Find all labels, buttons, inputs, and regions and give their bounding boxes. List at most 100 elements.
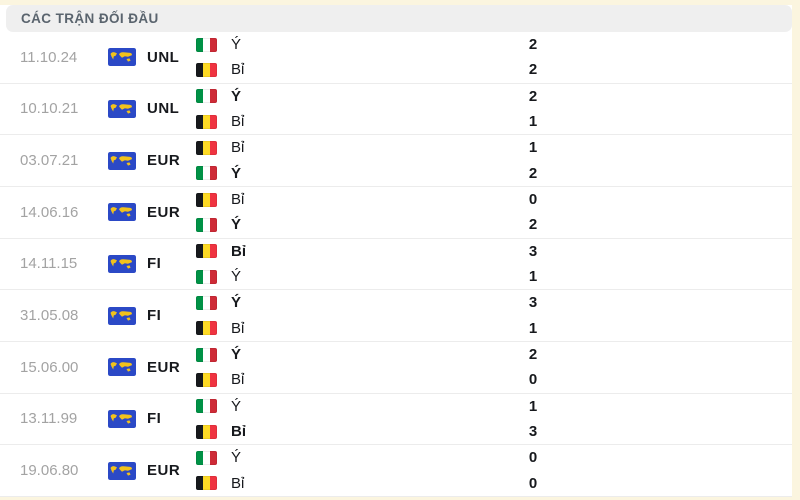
team-name: Bỉ bbox=[231, 139, 245, 157]
match-date: 14.11.15 bbox=[20, 255, 78, 273]
match-date: 11.10.24 bbox=[20, 48, 78, 66]
teams: Bỉ 0 Ý 2 bbox=[196, 187, 792, 238]
competition-code: EUR bbox=[147, 203, 181, 221]
competition-code: FI bbox=[147, 307, 162, 325]
team-score: 0 bbox=[528, 371, 538, 389]
competition-code: FI bbox=[147, 410, 162, 428]
team-name: Bỉ bbox=[231, 371, 245, 389]
competition-code: UNL bbox=[147, 48, 180, 66]
italy-flag bbox=[196, 347, 217, 362]
match-row[interactable]: 11.10.24 UNL Ý 2 Bỉ 2 bbox=[0, 32, 792, 84]
match-date: 31.05.08 bbox=[20, 307, 79, 325]
team-name: Bỉ bbox=[231, 423, 246, 441]
team-line: Ý 2 bbox=[196, 84, 792, 109]
team-line: Ý 2 bbox=[196, 342, 792, 367]
competition-icon bbox=[108, 358, 136, 377]
team-line: Ý 0 bbox=[196, 445, 792, 470]
teams: Bỉ 3 Ý 1 bbox=[196, 239, 792, 290]
team-line: Bỉ 1 bbox=[196, 135, 792, 160]
match-row[interactable]: 13.11.99 FI Ý 1 Bỉ 3 bbox=[0, 394, 792, 446]
match-date: 13.11.99 bbox=[20, 410, 78, 428]
team-score: 2 bbox=[528, 346, 538, 364]
team-score: 2 bbox=[528, 36, 538, 54]
team-score: 1 bbox=[528, 268, 538, 286]
match-row[interactable]: 03.07.21 EUR Bỉ 1 Ý 2 bbox=[0, 135, 792, 187]
match-row[interactable]: 19.06.80 EUR Ý 0 Bỉ 0 bbox=[0, 445, 792, 497]
match-row[interactable]: 15.06.00 EUR Ý 2 Bỉ 0 bbox=[0, 342, 792, 394]
competition-icon bbox=[108, 254, 136, 273]
teams: Bỉ 1 Ý 2 bbox=[196, 135, 792, 186]
team-name: Ý bbox=[231, 87, 242, 105]
team-line: Bỉ 0 bbox=[196, 471, 792, 496]
team-line: Ý 2 bbox=[196, 161, 792, 186]
competition-code: EUR bbox=[147, 358, 181, 376]
competition: FI bbox=[108, 290, 196, 341]
team-score: 1 bbox=[528, 113, 538, 131]
team-line: Ý 1 bbox=[196, 264, 792, 289]
team-score: 0 bbox=[528, 449, 538, 467]
team-line: Bỉ 0 bbox=[196, 187, 792, 212]
team-name: Ý bbox=[231, 36, 242, 54]
match-date: 03.07.21 bbox=[20, 152, 79, 170]
team-name: Ý bbox=[231, 164, 242, 182]
team-name: Ý bbox=[231, 216, 242, 234]
team-name: Bỉ bbox=[231, 319, 245, 337]
teams: Ý 2 Bỉ 0 bbox=[196, 342, 792, 393]
team-score: 0 bbox=[528, 474, 538, 492]
match-date: 19.06.80 bbox=[20, 462, 79, 480]
competition: EUR bbox=[108, 135, 196, 186]
belgium-flag bbox=[196, 321, 217, 336]
belgium-flag bbox=[196, 372, 217, 387]
team-line: Ý 3 bbox=[196, 290, 792, 315]
teams: Ý 2 Bỉ 2 bbox=[196, 32, 792, 83]
team-name: Ý bbox=[231, 346, 242, 364]
italy-flag bbox=[196, 399, 217, 414]
competition: UNL bbox=[108, 84, 196, 135]
competition-icon bbox=[108, 306, 136, 325]
italy-flag bbox=[196, 89, 217, 104]
competition-code: EUR bbox=[147, 152, 181, 170]
section-title: CÁC TRẬN ĐỐI ĐẦU bbox=[21, 11, 159, 26]
team-name: Bỉ bbox=[231, 474, 245, 492]
team-line: Bỉ 3 bbox=[196, 239, 792, 264]
match-date: 14.06.16 bbox=[20, 203, 79, 221]
competition: UNL bbox=[108, 32, 196, 83]
team-name: Bỉ bbox=[231, 191, 245, 209]
team-name: Bỉ bbox=[231, 242, 246, 260]
italy-flag bbox=[196, 450, 217, 465]
match-row[interactable]: 14.11.15 FI Bỉ 3 Ý 1 bbox=[0, 239, 792, 291]
team-score: 2 bbox=[528, 87, 538, 105]
competition-icon bbox=[108, 48, 136, 67]
team-name: Bỉ bbox=[231, 113, 245, 131]
team-line: Bỉ 3 bbox=[196, 419, 792, 444]
italy-flag bbox=[196, 217, 217, 232]
competition-icon bbox=[108, 203, 136, 222]
team-name: Ý bbox=[231, 397, 242, 415]
team-line: Bỉ 1 bbox=[196, 316, 792, 341]
team-name: Bỉ bbox=[231, 61, 245, 79]
team-line: Bỉ 0 bbox=[196, 367, 792, 392]
team-score: 2 bbox=[528, 216, 538, 234]
italy-flag bbox=[196, 269, 217, 284]
match-list: 11.10.24 UNL Ý 2 Bỉ 2 10.10.21 bbox=[0, 32, 792, 497]
team-name: Ý bbox=[231, 294, 242, 312]
match-row[interactable]: 31.05.08 FI Ý 3 Bỉ 1 bbox=[0, 290, 792, 342]
team-score: 1 bbox=[528, 397, 538, 415]
belgium-flag bbox=[196, 244, 217, 259]
team-name: Ý bbox=[231, 449, 242, 467]
team-line: Bỉ 2 bbox=[196, 57, 792, 82]
match-row[interactable]: 10.10.21 UNL Ý 2 Bỉ 1 bbox=[0, 84, 792, 136]
team-score: 3 bbox=[528, 294, 538, 312]
competition: EUR bbox=[108, 187, 196, 238]
match-row[interactable]: 14.06.16 EUR Bỉ 0 Ý 2 bbox=[0, 187, 792, 239]
italy-flag bbox=[196, 37, 217, 52]
team-score: 3 bbox=[528, 242, 538, 260]
team-score: 2 bbox=[528, 61, 538, 79]
competition: FI bbox=[108, 394, 196, 445]
team-score: 2 bbox=[528, 164, 538, 182]
section-header: CÁC TRẬN ĐỐI ĐẦU bbox=[6, 5, 792, 32]
match-date: 10.10.21 bbox=[20, 100, 79, 118]
h2h-card: CÁC TRẬN ĐỐI ĐẦU 11.10.24 UNL Ý 2 Bỉ 2 bbox=[0, 5, 792, 497]
team-line: Ý 2 bbox=[196, 32, 792, 57]
competition: EUR bbox=[108, 445, 196, 496]
